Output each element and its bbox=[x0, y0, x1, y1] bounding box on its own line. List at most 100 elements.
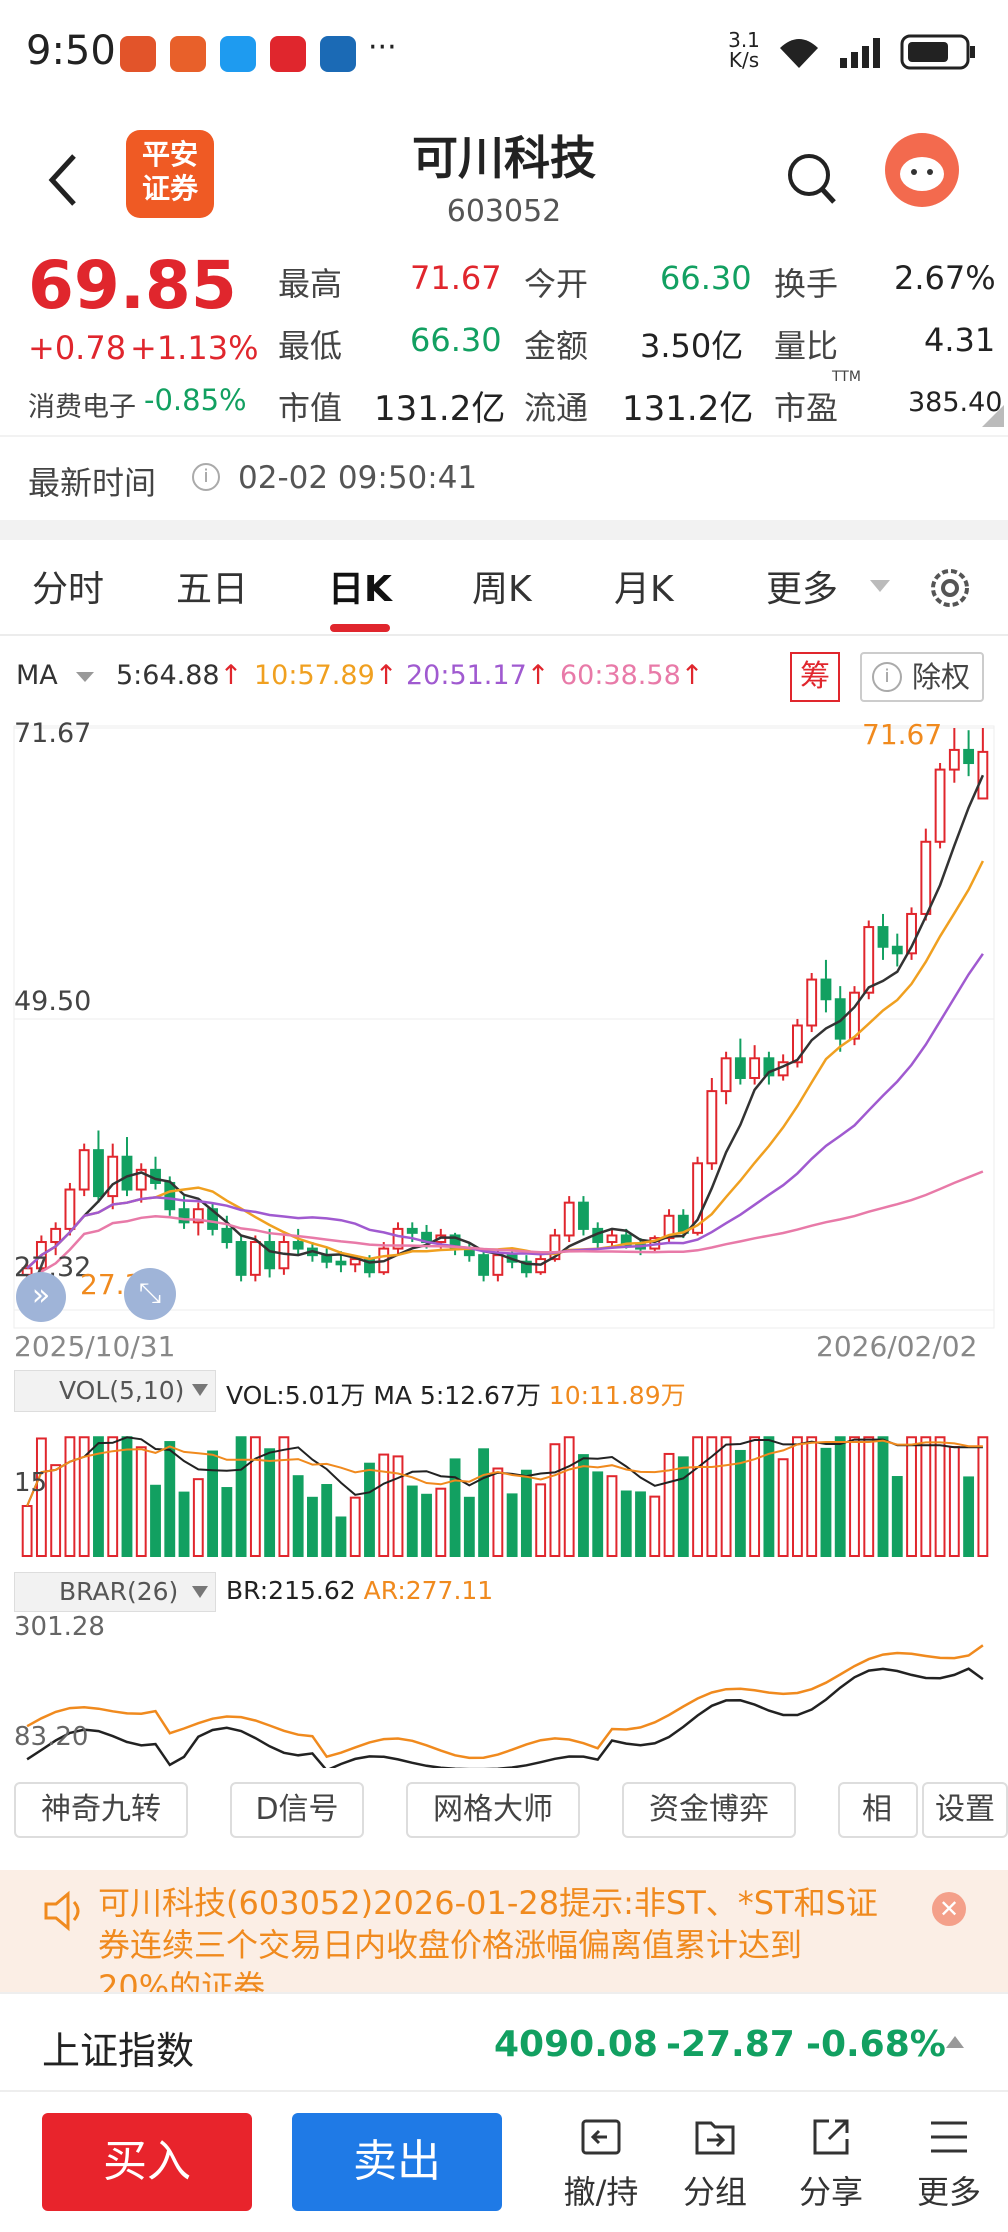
tab-timeshare[interactable]: 分时 bbox=[32, 569, 105, 610]
candle-body bbox=[749, 1057, 761, 1079]
assistant-avatar-icon[interactable] bbox=[884, 132, 960, 208]
tool-d-signal[interactable]: D信号 bbox=[230, 1782, 364, 1838]
volume-bar bbox=[906, 1436, 917, 1557]
info-icon[interactable]: i bbox=[192, 463, 220, 491]
volume-bar bbox=[777, 1458, 789, 1557]
volume-bar bbox=[535, 1483, 547, 1557]
menu-icon bbox=[931, 2121, 967, 2153]
candle-body bbox=[920, 840, 932, 915]
tool-grid-master[interactable]: 网格大师 bbox=[406, 1782, 580, 1838]
volume-chart[interactable] bbox=[0, 1416, 1008, 1566]
candle-body bbox=[963, 748, 975, 765]
candle-body bbox=[392, 1227, 404, 1250]
sector-change: -0.85% bbox=[144, 383, 247, 417]
candle-body bbox=[192, 1208, 204, 1224]
candle-body bbox=[264, 1241, 276, 1270]
chip-button[interactable]: 筹 bbox=[790, 652, 840, 702]
volume-bar bbox=[135, 1446, 147, 1558]
chevron-up-icon[interactable] bbox=[944, 2034, 966, 2050]
chevron-down-icon[interactable] bbox=[868, 578, 892, 594]
candle-body bbox=[692, 1162, 703, 1234]
volume-bar bbox=[834, 1436, 846, 1557]
wifi-icon bbox=[780, 39, 818, 68]
tool-similar[interactable]: 相似 bbox=[838, 1782, 918, 1838]
volume-bar bbox=[849, 1436, 860, 1557]
vol-indicator-select[interactable]: VOL(5,10) bbox=[14, 1370, 216, 1412]
volume-bar bbox=[449, 1458, 461, 1558]
tab-five-day[interactable]: 五日 bbox=[176, 569, 249, 610]
buy-button[interactable]: 买入 bbox=[42, 2113, 252, 2211]
cancel-holdings-button[interactable]: 撤/持 bbox=[556, 2115, 646, 2213]
sell-button[interactable]: 卖出 bbox=[292, 2113, 502, 2211]
tab-more[interactable]: 更多 bbox=[766, 569, 839, 610]
tool-magic-nine[interactable]: 神奇九转 bbox=[14, 1782, 188, 1838]
candle-body bbox=[977, 750, 989, 800]
candle-body bbox=[50, 1227, 62, 1244]
gear-icon[interactable] bbox=[926, 564, 974, 612]
amount-value: 3.50亿 bbox=[640, 327, 744, 365]
volume-bar bbox=[492, 1467, 504, 1557]
date-end: 2026/02/02 bbox=[816, 1330, 978, 1363]
volume-bar bbox=[706, 1436, 718, 1557]
index-ticker[interactable]: 上证指数 4090.08 -27.87 -0.68% bbox=[0, 1992, 1008, 2092]
y-axis-top: 71.67 bbox=[14, 718, 92, 749]
volume-bar bbox=[606, 1475, 618, 1557]
risk-notice[interactable]: 可川科技(603052)2026-01-28提示:非ST、*ST和S证 券连续三个… bbox=[0, 1870, 1008, 1992]
candle-body bbox=[235, 1241, 247, 1276]
volume-bar bbox=[677, 1456, 689, 1557]
sector-label[interactable]: 消费电子 bbox=[28, 392, 136, 423]
volume-bar bbox=[963, 1476, 975, 1557]
candle-body bbox=[606, 1234, 618, 1244]
candle-body bbox=[64, 1188, 76, 1230]
ma-label[interactable]: MA bbox=[16, 660, 58, 691]
back-icon[interactable] bbox=[44, 150, 84, 210]
low-label: 最低 bbox=[278, 327, 343, 365]
expand-corner-icon[interactable] bbox=[980, 403, 1006, 429]
tool-fund-game[interactable]: 资金博弈 bbox=[622, 1782, 796, 1838]
volume-bar bbox=[920, 1436, 932, 1557]
exright-button[interactable]: i 除权 bbox=[860, 652, 984, 702]
candle-body bbox=[720, 1057, 732, 1093]
net-speed: 3.1 K/s bbox=[728, 28, 760, 72]
more-button[interactable]: 更多 bbox=[904, 2115, 994, 2213]
volume-bar bbox=[235, 1436, 247, 1557]
volume-bar bbox=[93, 1436, 104, 1557]
candle-body bbox=[335, 1260, 347, 1266]
close-icon[interactable]: ✕ bbox=[932, 1892, 966, 1926]
reset-view-icon[interactable]: ⤡ bbox=[124, 1268, 176, 1320]
share-button[interactable]: 分享 bbox=[786, 2115, 876, 2213]
brar-indicator-select[interactable]: BRAR(26) bbox=[14, 1572, 216, 1612]
speaker-icon bbox=[44, 1890, 80, 1932]
scroll-left-icon[interactable]: » bbox=[16, 1272, 66, 1322]
volume-bar bbox=[378, 1453, 390, 1557]
tab-weekly-k[interactable]: 周K bbox=[472, 569, 532, 610]
volume-bar bbox=[435, 1487, 447, 1557]
ma-dropdown-icon[interactable] bbox=[74, 670, 96, 684]
volume-bar bbox=[78, 1436, 90, 1557]
vol-dropdown-icon[interactable] bbox=[190, 1382, 210, 1398]
candle-body bbox=[891, 945, 903, 955]
high-label: 最高 bbox=[278, 265, 343, 303]
tab-monthly-k[interactable]: 月K bbox=[614, 569, 674, 610]
volume-bar bbox=[663, 1452, 675, 1558]
volume-bar bbox=[692, 1436, 703, 1557]
candle-body bbox=[164, 1181, 176, 1211]
kline-chart[interactable] bbox=[0, 710, 1008, 1370]
volume-bar bbox=[406, 1485, 418, 1557]
volume-bar bbox=[35, 1437, 47, 1557]
divider bbox=[0, 435, 1008, 437]
status-time: 9:50 bbox=[26, 28, 116, 74]
tab-daily-k[interactable]: 日K bbox=[328, 569, 392, 610]
y-axis-mid: 49.50 bbox=[14, 986, 92, 1017]
volume-bar bbox=[792, 1436, 803, 1557]
candle-body bbox=[763, 1057, 775, 1077]
group-button[interactable]: 分组 bbox=[670, 2115, 760, 2213]
brar-chart[interactable] bbox=[0, 1612, 1008, 1768]
tool-settings[interactable]: 设置 bbox=[922, 1782, 1008, 1838]
search-icon[interactable] bbox=[784, 150, 840, 210]
brar-dropdown-icon[interactable] bbox=[190, 1584, 210, 1600]
volume-bar bbox=[192, 1478, 204, 1557]
candle-body bbox=[292, 1241, 304, 1250]
share-icon bbox=[813, 2119, 849, 2155]
app-icon-5 bbox=[320, 36, 356, 72]
